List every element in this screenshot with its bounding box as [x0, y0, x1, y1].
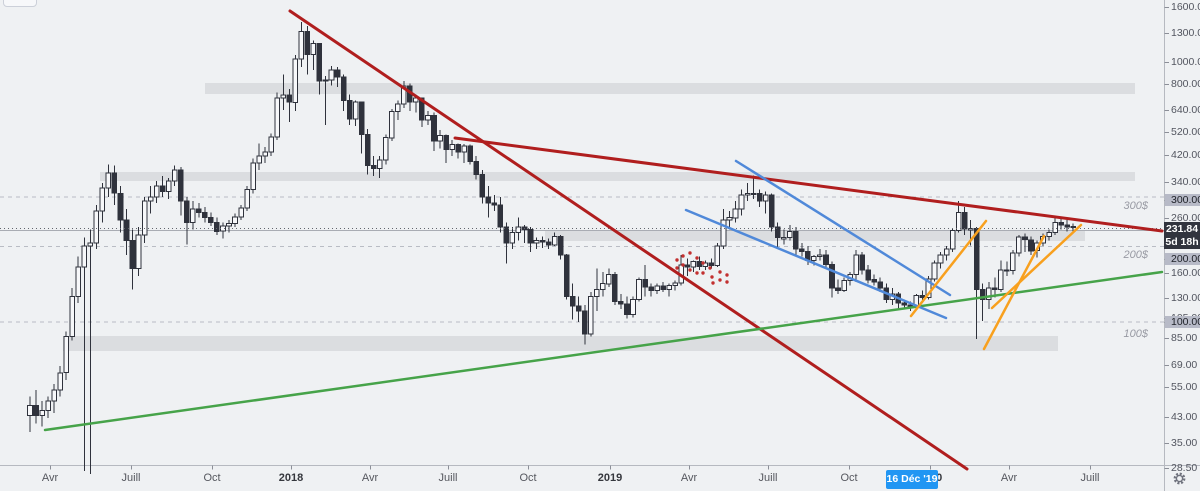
pattern-dot-marker[interactable] — [675, 258, 679, 262]
time-tick-label: Juill — [121, 472, 141, 484]
price-tick-label: 55.00 — [1171, 381, 1198, 393]
pattern-dot-marker[interactable] — [711, 281, 715, 285]
pattern-dot-marker[interactable] — [675, 266, 679, 270]
trendline-channel-upper[interactable] — [734, 159, 952, 297]
price-tick-label: 85.00 — [1171, 332, 1198, 344]
time-tick-label: Oct — [840, 472, 858, 484]
pattern-dot-marker[interactable] — [688, 251, 692, 255]
trendline-uptrend-support[interactable] — [43, 270, 1164, 432]
zone-rectangle[interactable] — [545, 231, 1085, 241]
price-tick-label: 1000.00 — [1171, 56, 1200, 68]
price-tick-label: 800.00 — [1171, 78, 1200, 90]
candle-countdown-badge: 5d 18h — [1164, 236, 1200, 249]
pattern-dot-marker[interactable] — [695, 256, 699, 260]
pattern-dot-marker[interactable] — [681, 254, 685, 258]
price-tick-label: 420.00 — [1171, 149, 1200, 161]
price-tick-label: 260.00 — [1171, 212, 1200, 224]
price-tick-label: 28.50 — [1171, 462, 1198, 474]
trendline-downtrend-steep[interactable] — [288, 9, 969, 471]
pattern-dot-marker[interactable] — [701, 271, 705, 275]
price-tick-label: 69.00 — [1171, 359, 1198, 371]
price-tick-label: 160.00 — [1171, 267, 1200, 279]
legend-toggle-stub[interactable] — [3, 0, 37, 7]
zone-rectangle[interactable] — [205, 83, 1135, 94]
price-level-label: 300$ — [1123, 200, 1148, 212]
time-tick-label: Avr — [680, 472, 698, 484]
price-tick-label: 300.00 — [1165, 194, 1200, 206]
price-tick-label: 1300.00 — [1171, 27, 1200, 39]
time-tick-label: Oct — [203, 472, 221, 484]
price-axis[interactable]: 1600.00 1300.00 1000.00 800.00 640.00 520.00 4… — [1165, 0, 1200, 474]
candles — [27, 22, 1077, 474]
time-tick-label: Avr — [361, 472, 379, 484]
pattern-dot-marker[interactable] — [725, 273, 729, 277]
time-tick-label: Juill — [1080, 472, 1100, 484]
price-tick-label: 200.00 — [1165, 253, 1200, 265]
date-badge[interactable]: 16 Déc '19 — [886, 470, 938, 489]
price-tick-label: 340.00 — [1171, 176, 1200, 188]
time-tick-label: 2019 — [597, 472, 623, 484]
pattern-dot-marker[interactable] — [708, 266, 712, 270]
price-tick-label: 100.00 — [1165, 316, 1200, 328]
axis-settings-button[interactable] — [1172, 471, 1194, 489]
pattern-dot-marker[interactable] — [695, 271, 699, 275]
pattern-dot-marker[interactable] — [701, 261, 705, 265]
pattern-dot-marker[interactable] — [710, 275, 714, 279]
price-tick-label: 130.00 — [1171, 292, 1200, 304]
pattern-dot-marker[interactable] — [718, 270, 722, 274]
time-axis[interactable]: Avr Juill Oct 2018 Avr Juill Oct 2019 Avr Juill Oc… — [0, 466, 1200, 491]
pattern-dot-marker[interactable] — [688, 268, 692, 272]
price-tick-label: 43.00 — [1171, 411, 1198, 423]
price-level-label: 200$ — [1123, 249, 1148, 261]
trendline-rally-line-2[interactable] — [982, 234, 1046, 351]
zone-rectangle[interactable] — [63, 336, 1058, 351]
price-tick-label: 1600.00 — [1171, 1, 1200, 13]
time-tick-label: 2018 — [278, 472, 304, 484]
time-tick-label: Avr — [1000, 472, 1018, 484]
trendline-downtrend-long[interactable] — [453, 136, 1164, 233]
zone-rectangle[interactable] — [100, 172, 1135, 181]
price-tick-label: 640.00 — [1171, 104, 1200, 116]
pattern-dot-marker[interactable] — [718, 278, 722, 282]
time-tick-label: Avr — [41, 472, 59, 484]
time-tick-label: Oct — [519, 472, 537, 484]
gear-icon — [1173, 472, 1186, 485]
time-tick-label: Juill — [438, 472, 458, 484]
price-tick-label: 35.00 — [1171, 437, 1198, 449]
time-tick-label: Juill — [758, 472, 778, 484]
trendline-rally-line-1[interactable] — [909, 219, 988, 318]
pattern-dot-marker[interactable] — [725, 280, 729, 284]
price-level-label: 100$ — [1123, 328, 1148, 340]
price-tick-label: 520.00 — [1171, 126, 1200, 138]
last-price-badge: 231.84 — [1164, 222, 1200, 236]
trendline-channel-lower[interactable] — [684, 208, 948, 320]
pattern-dot-marker[interactable] — [681, 263, 685, 267]
trendline-rally-line-3[interactable] — [990, 223, 1083, 310]
